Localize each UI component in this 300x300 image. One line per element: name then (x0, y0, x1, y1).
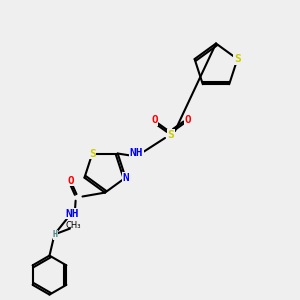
Text: O: O (151, 115, 158, 125)
Text: N: N (122, 173, 129, 183)
Text: NH: NH (65, 208, 79, 219)
Text: O: O (184, 115, 191, 125)
Text: O: O (67, 176, 74, 186)
Text: H: H (53, 230, 58, 239)
Text: S: S (168, 130, 174, 140)
Text: S: S (234, 54, 241, 64)
Text: CH₃: CH₃ (66, 221, 81, 230)
Text: NH: NH (130, 148, 143, 158)
Text: S: S (89, 148, 96, 158)
